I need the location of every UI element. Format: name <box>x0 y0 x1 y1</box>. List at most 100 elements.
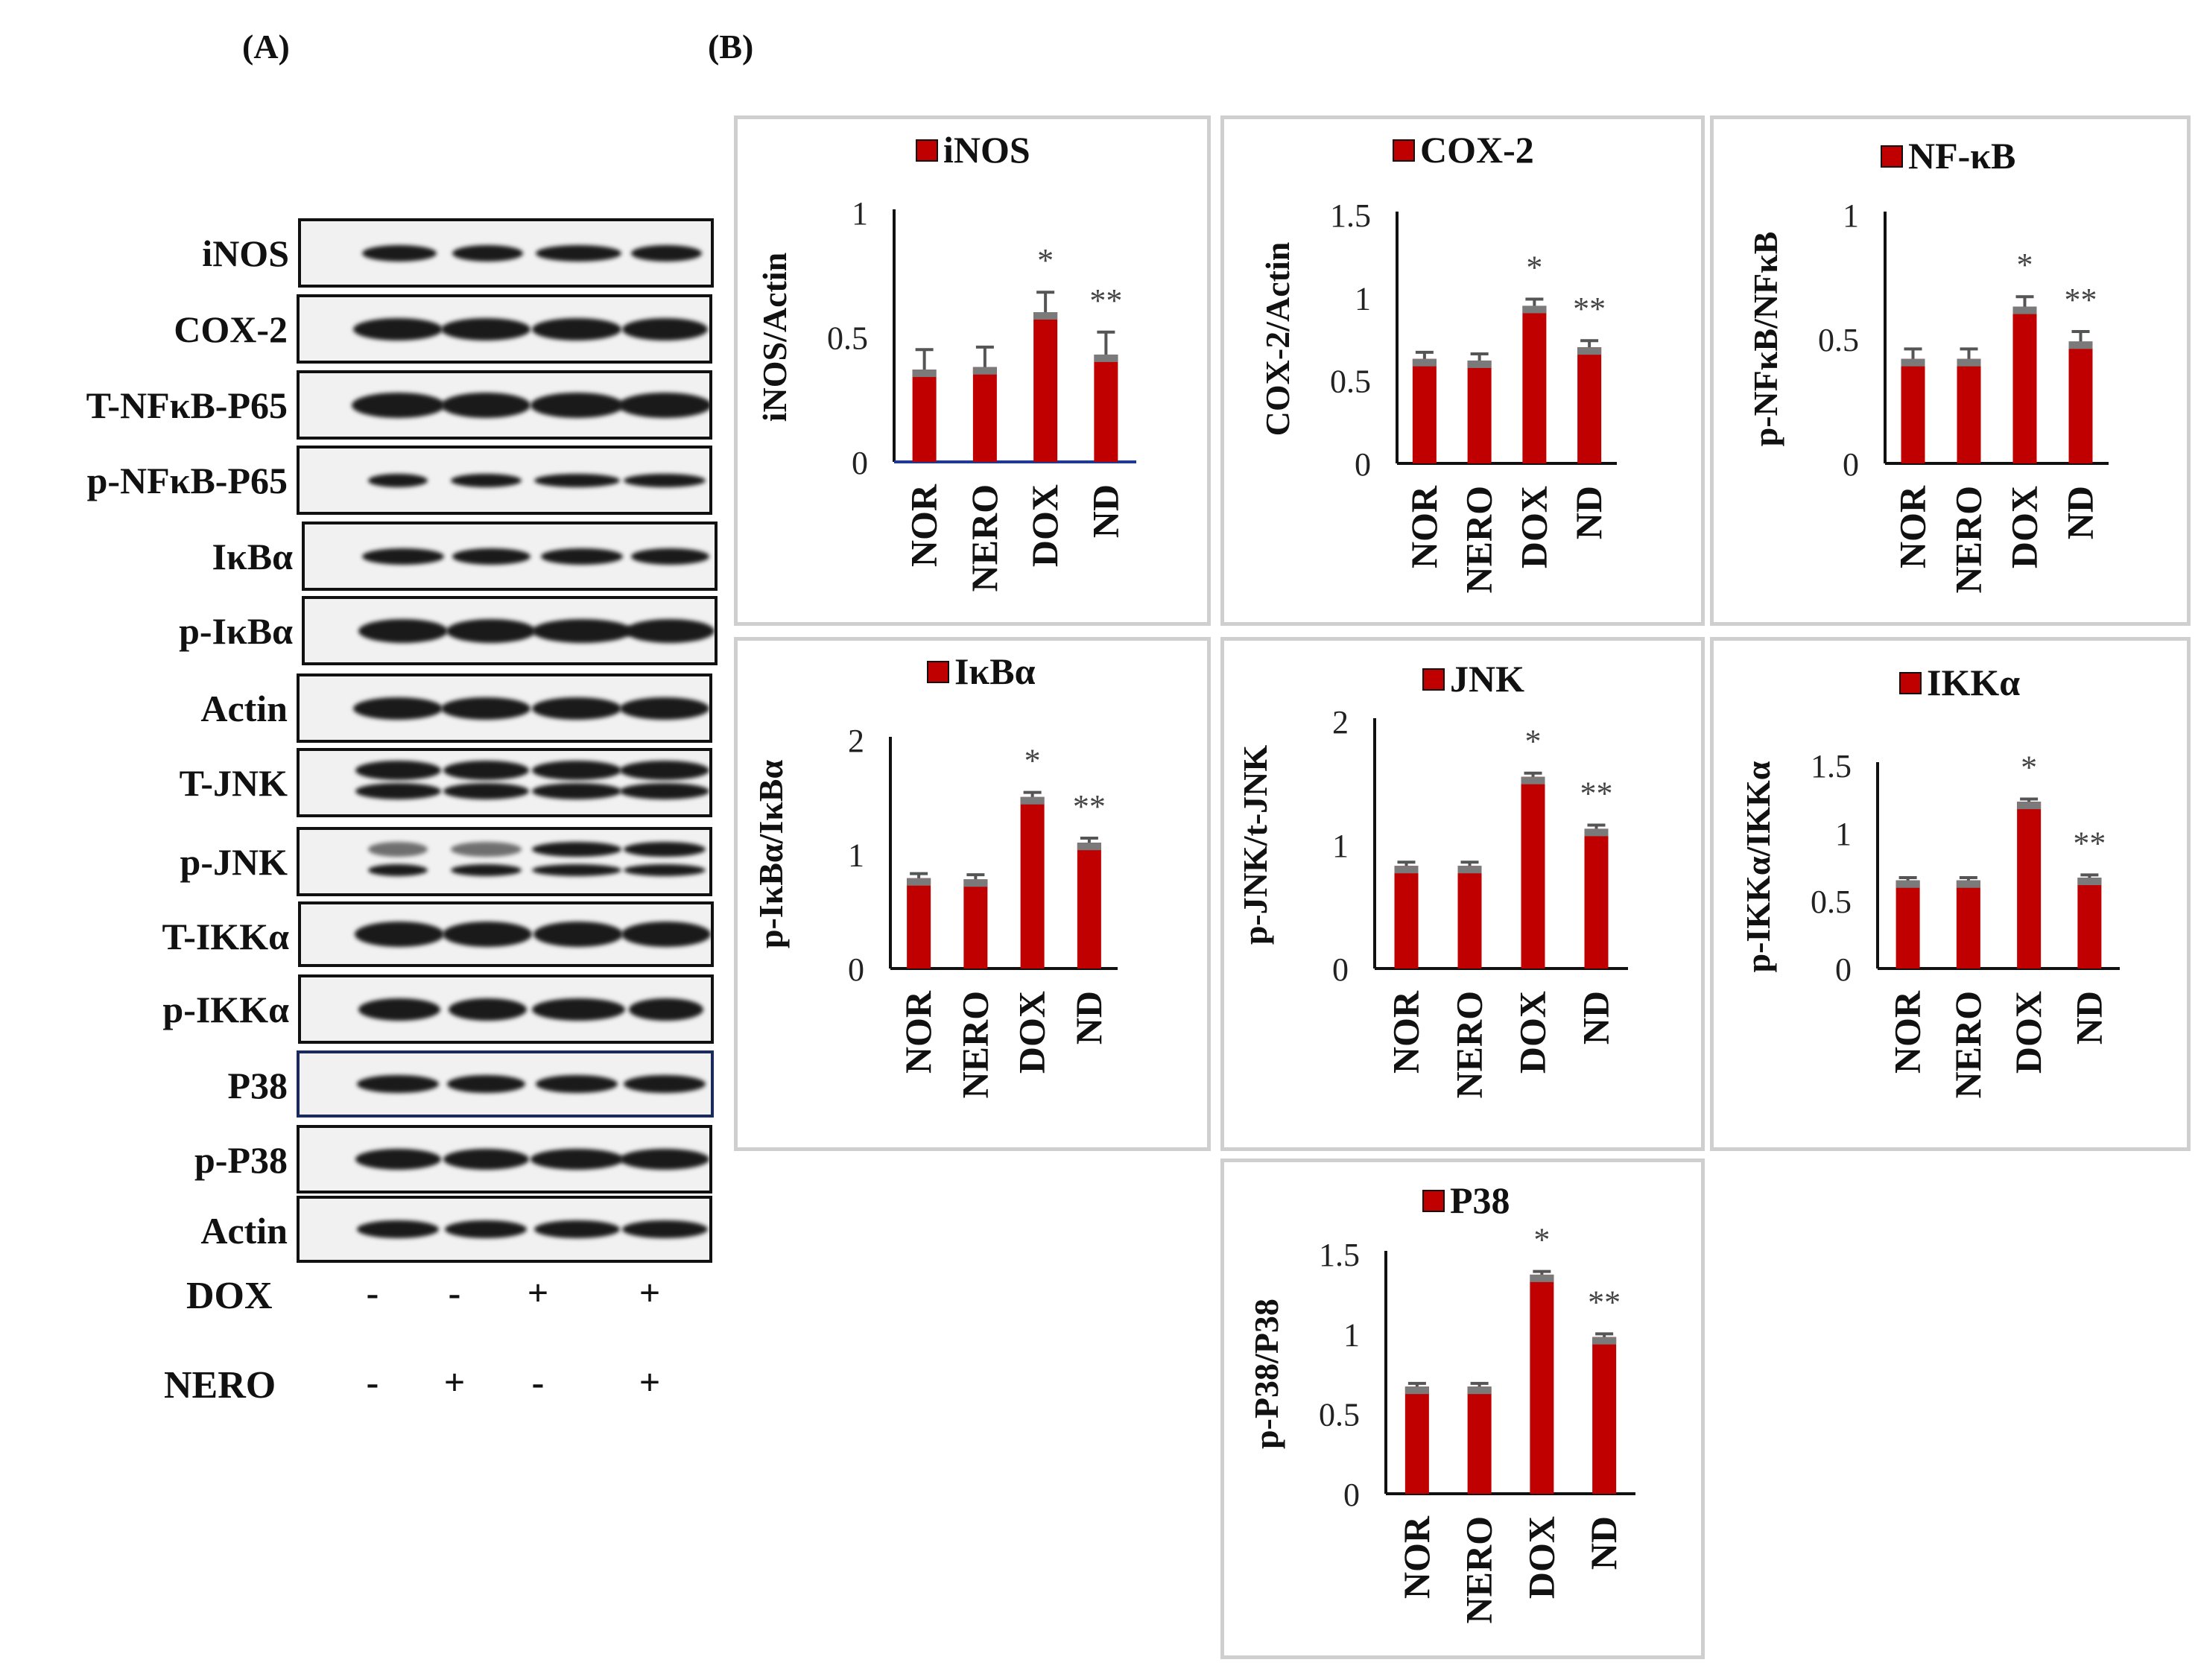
blot-label-13: Actin <box>200 1210 288 1252</box>
y-axis-label: COX-2/Actin <box>1258 242 1296 437</box>
treatment-sign: - <box>366 1272 379 1313</box>
bar <box>1901 358 1925 463</box>
x-category-label: DOX <box>2007 991 2049 1074</box>
blot-band <box>620 760 709 780</box>
blot-band <box>355 782 441 799</box>
blot-band <box>621 922 711 947</box>
treatment-sign: - <box>366 1361 379 1403</box>
bar <box>912 370 937 462</box>
blot-band <box>362 548 444 565</box>
blot-strip-5 <box>302 596 718 665</box>
blot-band <box>532 841 621 857</box>
blot-band <box>532 697 621 720</box>
x-category-label: ND <box>1084 484 1126 538</box>
bar <box>1522 305 1547 463</box>
y-tick-label: 1 <box>852 195 868 232</box>
blot-strip-9 <box>298 901 714 967</box>
chart-panel-4: JNK 0 1 2 p-JNK/t-JNK NOR NERO * DOX ** ND <box>1220 637 1705 1151</box>
y-axis-label: p-NFκB/NFκB <box>1746 232 1784 447</box>
bar-cap <box>1592 1337 1617 1345</box>
bar <box>907 878 931 969</box>
y-tick-label: 1 <box>848 837 864 874</box>
bar <box>1467 1386 1492 1494</box>
bar <box>1033 312 1058 462</box>
y-tick-label: 0 <box>848 951 864 988</box>
blot-band <box>621 1220 708 1238</box>
bar-cap <box>907 878 931 886</box>
blot-band <box>441 392 531 418</box>
blot-band <box>353 697 443 720</box>
bar-cap <box>912 370 937 378</box>
legend-swatch <box>1422 1190 1445 1212</box>
bar-cap <box>1901 358 1925 367</box>
blot-label-0: iNOS <box>202 232 289 274</box>
blot-band <box>621 317 708 340</box>
bar <box>1457 866 1482 969</box>
blot-band <box>368 841 428 857</box>
bar <box>972 367 997 462</box>
chart-svg: iNOS 0 0.5 1 iNOS/Actin NOR NERO * DOX ** ND <box>756 129 1136 592</box>
y-axis-label: iNOS/Actin <box>756 253 794 422</box>
blot-band <box>532 317 621 340</box>
y-tick-label: 0 <box>1343 1477 1360 1513</box>
blot-band <box>441 697 531 720</box>
blot-band <box>368 863 428 876</box>
blot-strip-11 <box>297 1050 714 1118</box>
bar <box>2012 306 2037 463</box>
bar <box>963 879 988 969</box>
legend-label: IKKα <box>1927 662 2020 703</box>
blot-band <box>620 1149 709 1170</box>
chart-svg: COX-2 0 0.5 1 1.5 COX-2/Actin NOR NERO * DOX ** ND <box>1258 129 1617 593</box>
blot-label-7: T-JNK <box>179 762 288 804</box>
blot-strip-13 <box>297 1196 712 1263</box>
significance-marker: * <box>1525 723 1542 760</box>
bar-cap <box>2068 341 2093 349</box>
bar-cap <box>1522 305 1547 314</box>
blot-band <box>541 548 623 565</box>
blot-strip-4 <box>302 522 718 591</box>
x-category-label: NOR <box>903 484 945 567</box>
blot-band <box>629 998 703 1021</box>
y-tick-label: 1 <box>1343 1316 1360 1353</box>
blot-strip-2 <box>297 370 712 440</box>
legend-swatch <box>1393 139 1415 162</box>
bar-cap <box>1467 1386 1492 1395</box>
blot-band <box>618 392 709 418</box>
bar <box>1584 828 1609 969</box>
significance-marker: * <box>1533 1222 1550 1258</box>
blot-band <box>532 782 621 799</box>
y-tick-label: 1 <box>1355 280 1371 317</box>
bar-cap <box>1521 776 1545 784</box>
blot-band <box>362 244 437 261</box>
bar <box>2017 802 2042 969</box>
y-axis-label: p-IKKα/IKKα <box>1739 761 1777 972</box>
y-tick-label: 0 <box>1835 951 1852 988</box>
blot-band <box>443 782 529 799</box>
y-tick-label: 0 <box>1843 446 1859 483</box>
blot-band <box>446 618 536 643</box>
blot-band <box>531 618 633 643</box>
blot-band <box>530 392 624 418</box>
x-category-label: ND <box>2068 991 2109 1045</box>
bar <box>1404 1386 1429 1494</box>
bar <box>1394 866 1419 969</box>
bar <box>2068 341 2093 463</box>
y-tick-label: 1 <box>1332 828 1349 864</box>
blot-label-11: P38 <box>227 1065 288 1106</box>
bar <box>1592 1337 1617 1494</box>
bar <box>1957 358 1981 463</box>
legend-swatch <box>927 661 949 683</box>
bar <box>1895 880 1920 969</box>
bar-cap <box>1404 1386 1429 1395</box>
blot-strip-3 <box>297 446 712 515</box>
bar-cap <box>1530 1274 1554 1282</box>
legend-swatch <box>1422 668 1445 691</box>
y-tick-label: 1.5 <box>1811 748 1852 784</box>
bar-cap <box>1584 828 1609 837</box>
blot-band <box>355 922 444 947</box>
significance-marker: * <box>1024 743 1041 779</box>
bar-cap <box>1895 880 1920 888</box>
y-tick-label: 2 <box>848 723 864 759</box>
blot-label-10: p-IKKα <box>162 989 289 1030</box>
y-tick-label: 0.5 <box>1319 1397 1360 1433</box>
